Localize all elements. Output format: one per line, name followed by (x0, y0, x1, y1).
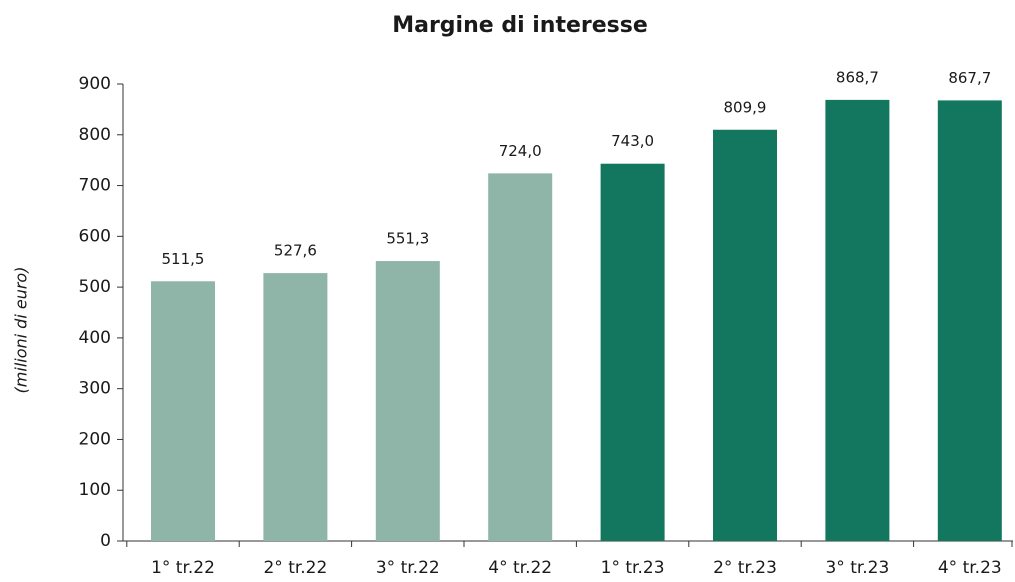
y-tick-label: 500 (79, 277, 111, 297)
x-tick-label: 4° tr.23 (938, 558, 1002, 578)
x-tick-label: 2° tr.22 (263, 558, 327, 578)
chart-title: Margine di interesse (392, 13, 648, 38)
x-tick-label: 3° tr.23 (825, 558, 889, 578)
x-tick-label: 3° tr.22 (376, 558, 440, 578)
y-tick-label: 300 (79, 379, 111, 399)
x-tick-label: 4° tr.22 (488, 558, 552, 578)
bar (488, 173, 553, 541)
value-label: 743,0 (611, 132, 654, 150)
y-tick-label: 100 (79, 480, 111, 500)
value-label: 809,9 (724, 98, 767, 116)
value-label: 527,6 (274, 242, 317, 260)
y-tick-label: 400 (79, 328, 111, 348)
bar (937, 100, 1002, 542)
bar (263, 273, 328, 541)
value-label: 867,7 (948, 69, 991, 87)
y-tick-label: 700 (79, 176, 111, 196)
y-tick-label: 800 (79, 125, 111, 145)
x-tick-label: 1° tr.23 (601, 558, 665, 578)
bar (713, 129, 777, 541)
y-axis-label: (milioni di euro) (12, 267, 31, 394)
bar (600, 163, 665, 541)
value-label: 868,7 (836, 68, 879, 86)
value-label: 511,5 (162, 250, 205, 268)
y-tick-label: 900 (79, 74, 111, 94)
x-tick-label: 1° tr.22 (151, 558, 215, 578)
y-tick-label: 600 (79, 226, 111, 246)
bar (375, 261, 440, 541)
value-label: 724,0 (499, 142, 542, 160)
bar (151, 281, 215, 541)
y-tick-label: 0 (100, 531, 111, 551)
y-tick-label: 200 (79, 429, 111, 449)
value-label: 551,3 (386, 230, 429, 248)
x-tick-label: 2° tr.23 (713, 558, 777, 578)
bar (825, 99, 890, 542)
